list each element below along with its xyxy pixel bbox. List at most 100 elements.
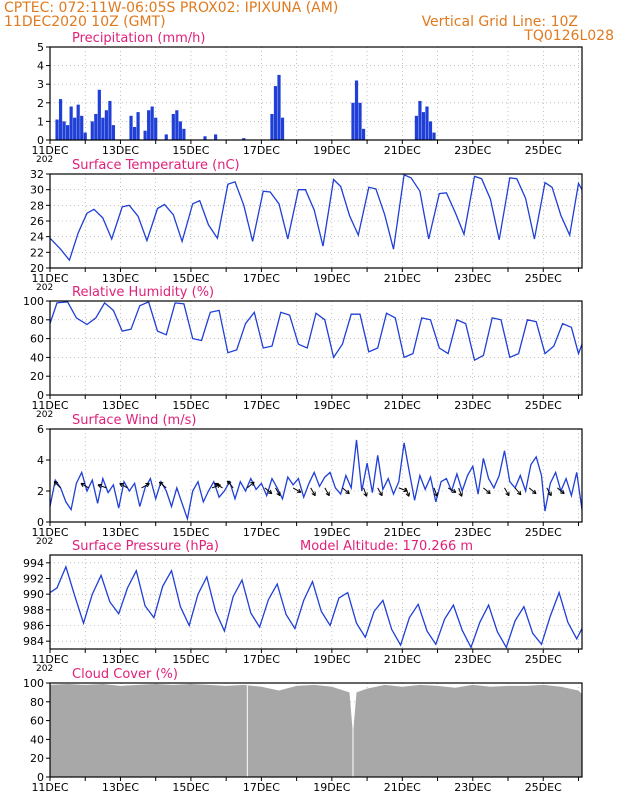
temp-ytick-label: 24 [30,231,44,244]
wind-arrow-head [145,482,150,488]
wind-ytick-label: 6 [37,423,44,436]
precip-bar [154,117,158,140]
wind-direction-arrow [447,487,457,493]
wind-direction-arrow [342,487,350,495]
precip-bar [90,121,94,140]
wind-series-line [49,439,583,522]
rh-xtick-label: 17DEC [243,399,280,412]
wind-xtick-label: 17DEC [243,526,280,539]
wind-arrow-head [532,489,537,495]
precip-bar [175,110,179,140]
wind-arrow-head [405,492,411,497]
cloud-ytick-label: 0 [37,771,44,784]
precip-bar [361,128,366,140]
wind-arrow-head [97,483,102,489]
precip-bar [55,119,59,140]
rh-xtick-label: 21DEC [384,399,421,412]
pressure-xtick-label: 17DEC [243,653,280,666]
precip-xtick-label: 19DEC [313,144,350,157]
precip-frame [49,46,583,141]
wind-arrow-head [560,489,565,495]
wind-arrow-head [363,492,368,497]
wind-direction-arrow [227,480,234,489]
wind-arrow-head [325,491,330,497]
wind-direction-arrow [264,487,273,495]
temp-xtick-label: 21DEC [384,272,421,285]
wind-direction-arrow [292,487,302,493]
wind-direction-arrow [275,487,281,496]
wind-direction-arrow [324,487,330,496]
precip-bar [171,113,175,140]
wind-arrow-head [505,491,510,497]
precip-ytick-label: 0 [37,134,44,147]
precip-xtick-label: 23DEC [454,144,491,157]
cloud-area [50,683,582,777]
rh-xtick-label: 11DEC [31,399,68,412]
temp-xtick-label: 25DEC [525,272,562,285]
wind-direction-arrow [97,484,107,489]
precip-year-label: 202 [36,155,53,165]
cloud-xtick-label: 17DEC [243,781,280,794]
precip-bar [129,115,133,140]
rh-ytick-label: 80 [30,314,44,327]
cloud-xtick-label: 21DEC [384,781,421,794]
wind-title: Surface Wind (m/s) [72,413,196,428]
precip-bar [83,132,87,140]
precip-bar [73,117,77,140]
wind-direction-arrow [377,487,383,496]
rh-ytick-label: 60 [30,333,44,346]
precip-bar [351,102,355,140]
precip-bar [421,112,426,140]
wind-arrow-head [80,482,85,488]
header-model-id: TQ0126L028 [524,28,614,44]
precip-bar [97,89,101,140]
wind-direction-arrow [141,482,150,489]
temp-xtick-label: 11DEC [31,272,68,285]
precip-bar [270,113,274,140]
temp-ytick-label: 30 [30,184,44,197]
precip-bar [143,130,147,140]
temp-ytick-label: 26 [30,215,44,228]
precip-bar [111,125,116,140]
wind-direction-arrow [214,482,223,489]
wind-arrow-head [486,489,491,495]
rh-ytick-label: 100 [23,295,44,308]
temp-xtick-label: 19DEC [313,272,350,285]
precip-bar [80,115,84,140]
wind-direction-arrow [504,487,510,496]
cloud-xtick-label: 11DEC [31,781,68,794]
precip-bar [164,134,168,140]
temp-xtick-label: 13DEC [102,272,139,285]
wind-direction-arrow [53,481,61,489]
pressure-xtick-label: 15DEC [172,653,209,666]
precip-ytick-label: 1 [37,115,44,128]
cloud-ytick-label: 40 [30,733,44,746]
precip-bar [273,86,278,140]
temp-ytick-label: 20 [30,262,44,275]
pressure-ytick-label: 994 [23,557,44,570]
wind-year-label: 202 [36,537,53,547]
cloud-ytick-label: 60 [30,715,44,728]
wind-direction-arrow [546,487,552,496]
wind-arrow-head [214,482,219,488]
wind-direction-arrow [363,487,368,497]
cloud-xtick-label: 23DEC [454,781,491,794]
precip-bar [277,74,281,140]
rh-xtick-label: 19DEC [313,399,350,412]
precip-ytick-label: 4 [37,60,44,73]
wind-arrow-head [296,488,302,493]
wind-arrow-head [516,490,522,496]
precip-bar [280,117,285,140]
wind-ytick-label: 4 [37,454,44,467]
pressure-xtick-label: 11DEC [31,653,68,666]
rh-title: Relative Humidity (%) [72,285,214,300]
precip-bar [425,106,429,140]
wind-direction-arrow [159,481,167,489]
cloud-xtick-label: 25DEC [525,781,562,794]
rh-xtick-label: 15DEC [172,399,209,412]
precip-bar [414,115,419,140]
wind-arrow-head [378,491,383,497]
wind-arrow-head [226,480,232,486]
wind-direction-arrow [80,482,90,489]
wind-arrow-head [276,491,281,497]
